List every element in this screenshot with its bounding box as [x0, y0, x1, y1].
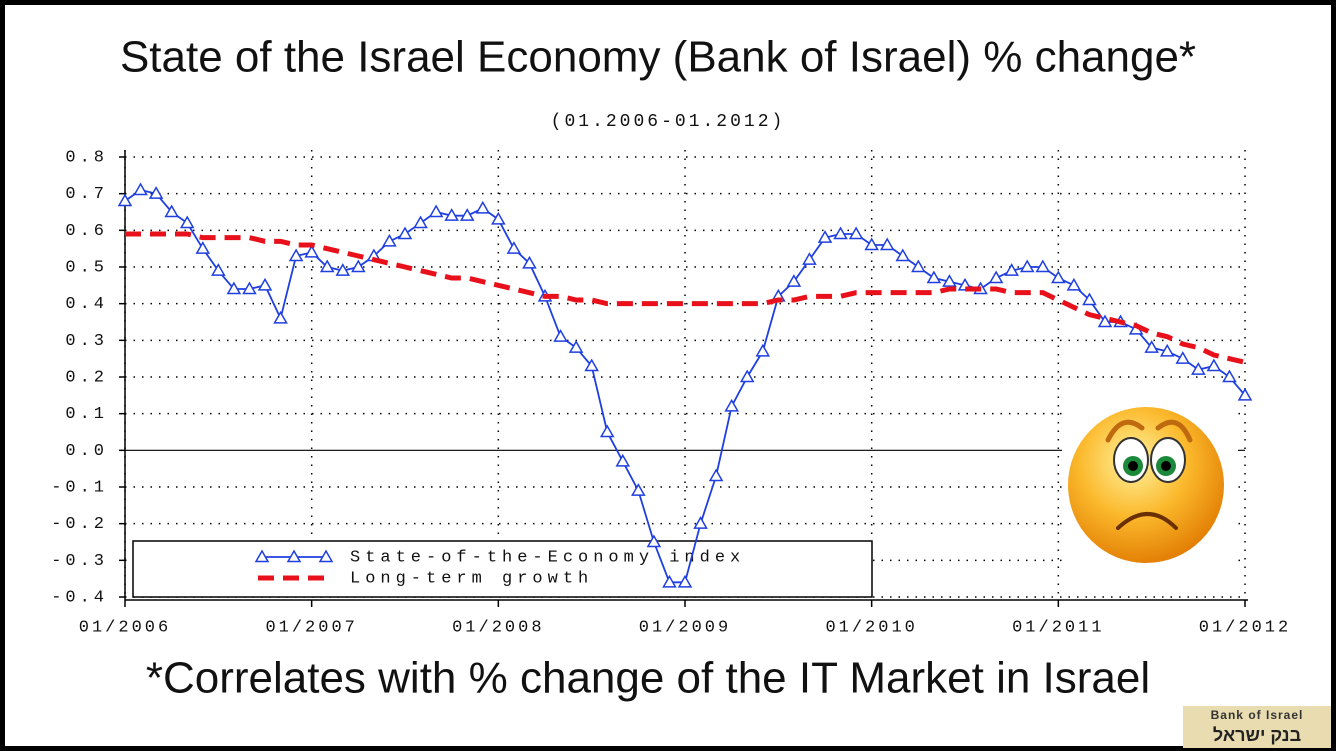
- logo: Bank of Israel בנק ישראל: [1183, 706, 1331, 748]
- x-tick-label: 01/2011: [1012, 618, 1104, 637]
- legend-label: Long-term growth: [350, 569, 593, 588]
- y-tick-label: 0.6: [65, 222, 108, 241]
- y-tick-label: -0.4: [51, 588, 108, 607]
- y-tick-label: 0.2: [65, 368, 108, 387]
- y-tick-label: 0.3: [65, 332, 108, 351]
- x-tick-label: 01/2010: [825, 618, 917, 637]
- y-tick-label: -0.2: [51, 515, 108, 534]
- pupil: [1161, 461, 1171, 471]
- face: [1068, 407, 1224, 563]
- footnote: *Correlates with % change of the IT Mark…: [146, 654, 1150, 703]
- y-tick-label: 0.0: [65, 442, 108, 461]
- y-tick-label: -0.1: [51, 478, 108, 497]
- legend-label: State-of-the-Economy index: [350, 548, 745, 567]
- page: State of the Israel Economy (Bank of Isr…: [0, 0, 1336, 751]
- slide: State of the Israel Economy (Bank of Isr…: [0, 0, 1336, 751]
- y-tick-label: 0.8: [65, 148, 108, 167]
- chart-title: State of the Israel Economy (Bank of Isr…: [120, 33, 1196, 82]
- y-tick-label: -0.3: [51, 552, 108, 571]
- y-tick-label: 0.1: [65, 405, 108, 424]
- y-tick-label: 0.5: [65, 258, 108, 277]
- y-tick-label: 0.4: [65, 295, 108, 314]
- sad-face-icon: [1062, 405, 1238, 565]
- x-tick-label: 01/2008: [452, 618, 544, 637]
- x-tick-label: 01/2006: [79, 618, 171, 637]
- x-tick-label: 01/2009: [639, 618, 731, 637]
- chart-subtitle: (01.2006-01.2012): [551, 112, 786, 132]
- x-tick-label: 01/2012: [1199, 618, 1291, 637]
- y-tick-label: 0.7: [65, 185, 108, 204]
- pupil: [1128, 461, 1138, 471]
- x-tick-label: 01/2007: [265, 618, 357, 637]
- logo-text: Bank of Israel: [1211, 708, 1304, 722]
- legend: State-of-the-Economy index Long-term grow…: [133, 541, 872, 597]
- logo-text: בנק ישראל: [1213, 725, 1301, 745]
